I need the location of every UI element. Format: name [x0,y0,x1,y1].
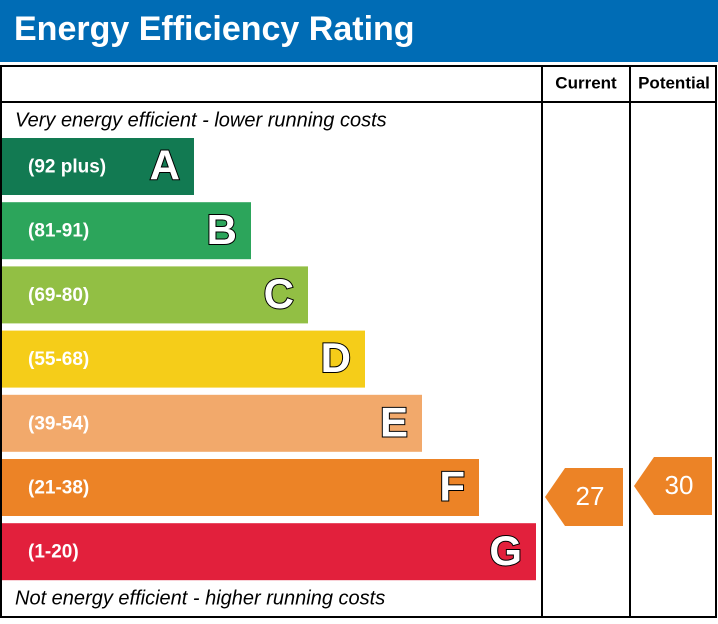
table-border [0,65,717,618]
band-bar [2,266,308,324]
band-bar [2,459,479,516]
band-bar [2,202,251,260]
band-range: (69-80) [28,285,89,306]
rating-value: 27 [576,481,605,511]
bottom-note: Not energy efficient - higher running co… [15,587,385,609]
rating-value: 30 [665,470,694,500]
band-bar [2,138,194,195]
column-header: Current [555,73,617,92]
rating-arrow [545,468,623,526]
band-letter: C [264,270,294,317]
band-range: (81-91) [28,221,89,242]
band-bar [2,523,536,581]
rating-arrow [634,457,712,515]
band-letter: E [380,398,408,445]
band-range: (92 plus) [28,157,106,178]
column-header: Potential [638,73,710,92]
band-range: (39-54) [28,413,89,434]
band-range: (1-20) [28,542,79,563]
band-bar [2,330,365,388]
band-letter: G [489,527,522,574]
band-letter: B [207,206,237,253]
band-letter: F [439,463,465,510]
band-bar [2,394,422,452]
band-letter: A [150,142,180,189]
title: Energy Efficiency Rating [14,10,415,48]
top-note: Very energy efficient - lower running co… [15,109,387,131]
band-range: (55-68) [28,349,89,370]
header-bar [0,0,718,62]
band-range: (21-38) [28,478,89,499]
band-letter: D [321,334,351,381]
